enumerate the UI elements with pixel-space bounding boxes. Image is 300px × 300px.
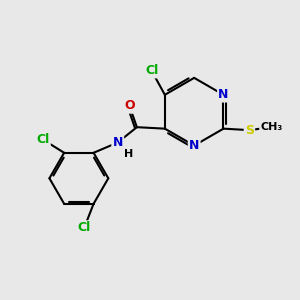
Text: N: N bbox=[112, 136, 123, 149]
Text: O: O bbox=[124, 100, 135, 112]
Text: N: N bbox=[218, 88, 229, 101]
Text: S: S bbox=[245, 124, 254, 136]
Text: Cl: Cl bbox=[36, 133, 50, 146]
Text: CH₃: CH₃ bbox=[260, 122, 283, 132]
Text: Cl: Cl bbox=[145, 64, 158, 77]
Text: H: H bbox=[124, 149, 134, 159]
Text: Cl: Cl bbox=[77, 221, 91, 234]
Text: N: N bbox=[189, 139, 200, 152]
